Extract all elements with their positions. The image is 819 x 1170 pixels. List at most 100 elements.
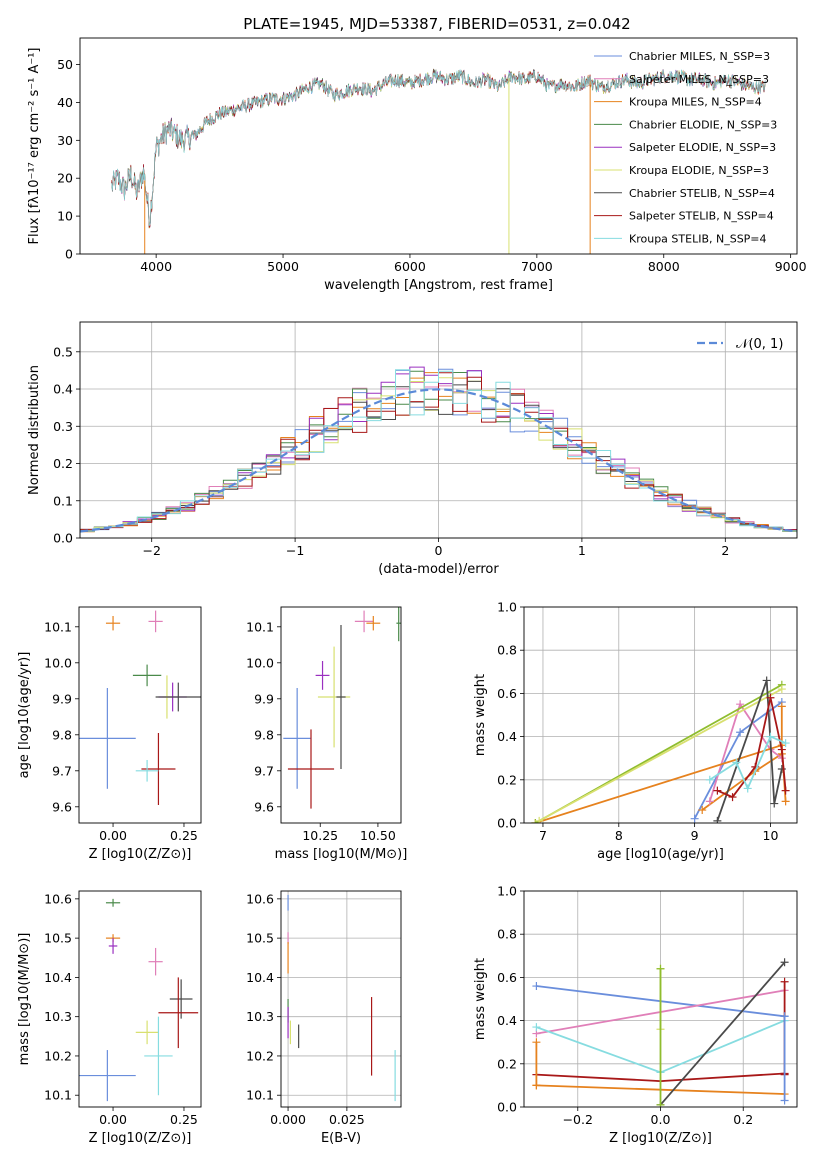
weight-marker xyxy=(762,676,771,685)
weight-marker xyxy=(690,814,699,823)
x-tick-label: 0.25 xyxy=(170,1112,198,1127)
y-tick-label: 9.8 xyxy=(52,727,72,742)
y-tick-label: 10.2 xyxy=(246,1048,274,1063)
weight-marker xyxy=(780,1012,789,1021)
weight-line xyxy=(708,702,783,802)
gaussian-curve xyxy=(80,388,797,533)
plot-area xyxy=(287,894,396,1102)
weight-marker xyxy=(770,799,779,808)
weight-marker xyxy=(777,702,786,711)
x-tick-label: 0 xyxy=(435,543,443,558)
y-axis-label: Flux [fλ10⁻¹⁷ erg cm⁻² s⁻¹ A⁻¹] xyxy=(27,48,42,245)
x-axis-label: mass [log10(M/M⊙)] xyxy=(275,847,408,862)
weight-line xyxy=(659,961,786,1106)
residual-histogram xyxy=(80,369,797,532)
y-tick-label: 10.2 xyxy=(44,1048,72,1063)
legend-label: Salpeter ELODIE, N_SSP=3 xyxy=(629,141,776,154)
weight-marker xyxy=(728,793,737,802)
y-axis-label: mass [log10(M/M⊙)] xyxy=(17,933,32,1066)
x-axis-label: wavelength [Angstrom, rest frame] xyxy=(324,278,553,293)
y-tick-label: 30 xyxy=(57,133,73,148)
weight-marker xyxy=(736,728,745,737)
y-tick-label: 20 xyxy=(57,171,73,186)
x-tick-label: 8 xyxy=(615,828,623,843)
weight-marker xyxy=(777,685,786,694)
y-tick-label: 0.6 xyxy=(497,686,517,701)
y-tick-label: 10.1 xyxy=(246,1088,274,1103)
weight-marker xyxy=(766,693,775,702)
weight-marker xyxy=(766,732,775,741)
y-tick-label: 10.1 xyxy=(44,1088,72,1103)
x-axis-label: Z [log10(Z/Z⊙)] xyxy=(89,847,192,862)
plot-area xyxy=(111,68,766,254)
weight-marker xyxy=(781,786,790,795)
panel-spectrum: 4000 5000 6000 7000 8000 9000 0 10 20 30 40 50 wavel… xyxy=(27,37,807,293)
x-tick-label: −2 xyxy=(142,543,160,558)
plot-area xyxy=(532,958,789,1107)
y-tick-label: 0.0 xyxy=(53,531,73,546)
weight-marker xyxy=(732,758,741,767)
y-tick-label: 9.7 xyxy=(52,763,72,778)
weight-marker xyxy=(781,739,790,748)
x-tick-label: 0.2 xyxy=(733,1112,753,1127)
x-axis-label: Z [log10(Z/Z⊙)] xyxy=(89,1131,192,1146)
y-tick-label: 0.1 xyxy=(53,493,73,508)
weight-marker xyxy=(781,797,790,806)
y-tick-label: 10.6 xyxy=(44,891,72,906)
y-axis-label: age [log10(age/yr)] xyxy=(17,652,32,779)
y-tick-label: 10.0 xyxy=(246,655,274,670)
weight-marker xyxy=(532,1081,541,1090)
weight-marker xyxy=(532,1038,541,1047)
legend-label: Chabrier STELIB, N_SSP=4 xyxy=(629,187,775,200)
weight-marker xyxy=(713,816,722,823)
y-tick-label: 0.0 xyxy=(497,1100,517,1115)
panel-weight-vs-metallicity: −0.2 0.0 0.2 0.0 0.2 0.4 0.6 0.8 1.0 Z [log10(Z/Z… xyxy=(473,884,798,1146)
y-tick-label: 0.6 xyxy=(497,970,517,985)
legend-label: Salpeter MILES, N_SSP=3 xyxy=(629,73,769,86)
axes-frame xyxy=(280,606,402,824)
y-tick-label: 0.2 xyxy=(53,456,73,471)
y-tick-label: 0.2 xyxy=(497,772,517,787)
y-tick-label: 0.4 xyxy=(497,729,517,744)
panel-age-vs-metallicity: 0.00 0.25 9.6 9.7 9.8 9.9 10.0 10.1 Z [log10(Z/Z… xyxy=(17,606,202,862)
y-tick-label: 10.1 xyxy=(246,619,274,634)
weight-marker xyxy=(777,745,786,754)
weight-marker xyxy=(532,1023,541,1032)
weight-marker xyxy=(705,797,714,806)
weight-marker xyxy=(743,784,752,793)
y-tick-label: 0.4 xyxy=(497,1013,517,1028)
y-axis-label: mass weight xyxy=(473,958,488,1040)
x-tick-label: 0.00 xyxy=(99,828,127,843)
y-tick-label: 10.6 xyxy=(246,891,274,906)
weight-marker xyxy=(780,1096,789,1105)
weight-marker xyxy=(713,786,722,795)
x-tick-label: 7 xyxy=(539,828,547,843)
y-tick-label: 0.4 xyxy=(53,382,73,397)
y-tick-label: 9.9 xyxy=(254,691,274,706)
x-tick-label: 10 xyxy=(763,828,779,843)
y-tick-label: 9.6 xyxy=(52,799,72,814)
y-tick-label: 1.0 xyxy=(497,600,517,615)
x-tick-label: 7000 xyxy=(521,259,553,274)
x-tick-label: 10.25 xyxy=(302,828,338,843)
weight-line xyxy=(538,688,783,822)
y-tick-label: 10.5 xyxy=(246,931,274,946)
figure-title: PLATE=1945, MJD=53387, FIBERID=0531, z=0… xyxy=(243,15,630,33)
y-tick-label: 50 xyxy=(57,57,73,72)
y-tick-label: 9.9 xyxy=(52,691,72,706)
y-tick-label: 10.4 xyxy=(246,970,274,985)
legend-label: Kroupa MILES, N_SSP=4 xyxy=(629,96,762,109)
axes-frame xyxy=(78,606,202,824)
x-axis-label: (data-model)/error xyxy=(378,562,499,577)
weight-line xyxy=(535,743,787,823)
x-tick-label: 5000 xyxy=(267,259,299,274)
panel-residuals: −2 −1 0 1 2 0.0 0.1 0.2 0.3 0.4 0.5 (data-model)/er… xyxy=(27,321,798,577)
weight-line xyxy=(717,697,787,799)
weight-marker xyxy=(780,977,789,986)
plot-area xyxy=(79,898,199,1102)
x-tick-label: 0.00 xyxy=(99,1112,127,1127)
weight-marker xyxy=(656,964,665,973)
axes-frame xyxy=(78,890,202,1108)
legend-label: Chabrier ELODIE, N_SSP=3 xyxy=(629,118,777,131)
panel-age-vs-mass: 10.25 10.50 9.6 9.7 9.8 9.9 10.0 10.1 mass [log1… xyxy=(246,606,408,862)
